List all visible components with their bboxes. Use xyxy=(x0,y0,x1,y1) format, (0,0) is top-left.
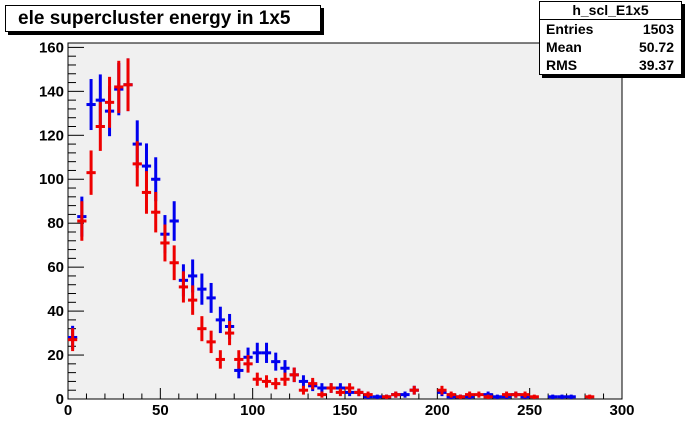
series-1-point xyxy=(363,391,373,398)
series-0-point xyxy=(271,352,281,371)
series-1-point xyxy=(474,391,484,398)
series-1-point xyxy=(243,355,253,373)
series-0-point xyxy=(169,201,179,241)
series-1-point xyxy=(455,394,466,399)
series-0-point xyxy=(492,394,502,399)
stats-mean-value: 50.72 xyxy=(638,39,674,55)
series-1-point xyxy=(381,394,392,399)
series-1-point xyxy=(446,391,456,398)
series-1-point xyxy=(169,245,179,281)
x-tick-label: 150 xyxy=(332,402,357,419)
series-1-point xyxy=(206,330,216,354)
stats-rms-label: RMS xyxy=(546,57,578,73)
tick-labels: 0 50 100 150 200 250 300 0 20 40 60 80 100 120 140 160 xyxy=(39,39,635,419)
series-1-point xyxy=(298,385,309,395)
y-tick-label: 120 xyxy=(39,127,64,144)
series-1-point xyxy=(308,377,318,390)
stats-entries-label: Entries xyxy=(546,21,594,37)
y-tick-label: 160 xyxy=(39,39,64,56)
series-0-point xyxy=(197,273,207,305)
series-0-point xyxy=(252,342,262,363)
series-0-point xyxy=(206,282,216,313)
x-tick-label: 0 xyxy=(64,402,72,419)
x-tick-label: 300 xyxy=(609,402,634,419)
x-tick-label: 200 xyxy=(425,402,450,419)
stats-box: h_scl_E1x5 Entries 1503 Mean 50.72 RMS 3… xyxy=(539,1,682,75)
stats-entries-value: 1503 xyxy=(642,21,674,37)
stats-rms-value: 39.37 xyxy=(638,57,674,73)
series-1-point xyxy=(77,201,87,241)
series-0-point xyxy=(215,306,225,334)
series-1-point xyxy=(86,150,96,195)
y-tick-label: 40 xyxy=(47,303,64,320)
series-1-point xyxy=(271,377,281,390)
series-1-point xyxy=(483,394,493,399)
series-1-point xyxy=(511,391,521,398)
chart-title: ele supercluster energy in 1x5 xyxy=(5,5,321,32)
series-0-point xyxy=(317,383,327,393)
series-1-point xyxy=(68,328,78,352)
series-1-point xyxy=(437,385,447,395)
series-0-point xyxy=(298,375,309,388)
series-1-point xyxy=(354,388,364,397)
series-1-point xyxy=(178,271,189,303)
series-1-point xyxy=(104,76,115,128)
series-1-point xyxy=(501,391,512,398)
x-tick-label: 50 xyxy=(152,402,169,419)
series-1-point xyxy=(151,191,161,233)
series-0-point xyxy=(557,394,567,399)
x-tick-label: 250 xyxy=(517,402,542,419)
series-1-point xyxy=(409,385,419,395)
series-1-point xyxy=(289,367,299,383)
series-1-point xyxy=(234,350,244,369)
series-1-point xyxy=(114,60,124,114)
series-1-point xyxy=(123,58,133,112)
stats-row-entries: Entries 1503 xyxy=(540,20,681,38)
series-1-point xyxy=(197,316,207,342)
series-1-point xyxy=(261,375,272,388)
y-tick-label: 100 xyxy=(39,171,64,188)
series-0-point xyxy=(372,394,382,399)
y-tick-label: 0 xyxy=(56,391,64,408)
series-1-point xyxy=(252,372,262,386)
series-1-point xyxy=(95,102,105,151)
series-1-point xyxy=(317,391,327,398)
series-1-point xyxy=(132,141,142,187)
series-1-point xyxy=(345,383,355,393)
series-0-point xyxy=(86,79,96,131)
plot-area xyxy=(67,42,623,400)
series-1-point xyxy=(215,350,225,369)
series-1-point xyxy=(224,320,235,346)
series-1-point xyxy=(160,224,170,262)
stats-title: h_scl_E1x5 xyxy=(540,2,681,20)
x-tick-label: 100 xyxy=(240,402,265,419)
series-1-point xyxy=(280,372,290,386)
stats-row-rms: RMS 39.37 xyxy=(540,56,681,74)
series-1-point xyxy=(585,394,595,399)
series-0-point xyxy=(548,394,558,399)
y-tick-label: 140 xyxy=(39,83,64,100)
y-tick-label: 20 xyxy=(47,347,64,364)
series-1-point xyxy=(529,394,539,399)
series-1-point xyxy=(391,391,401,398)
y-tick-label: 60 xyxy=(47,259,64,276)
series-1-point xyxy=(326,383,336,393)
stats-row-mean: Mean 50.72 xyxy=(540,38,681,56)
series-1-point xyxy=(141,171,152,214)
series-0-point xyxy=(261,342,272,363)
series-1-point xyxy=(465,391,475,398)
series-0-point xyxy=(400,391,410,398)
series-1-point xyxy=(188,285,198,315)
stats-mean-label: Mean xyxy=(546,39,582,55)
axis-ticks xyxy=(67,46,623,400)
series-1-point xyxy=(335,388,345,397)
data-markers xyxy=(68,58,595,399)
series-0-point xyxy=(566,394,576,399)
y-tick-label: 80 xyxy=(47,215,64,232)
series-1-point xyxy=(520,391,530,398)
